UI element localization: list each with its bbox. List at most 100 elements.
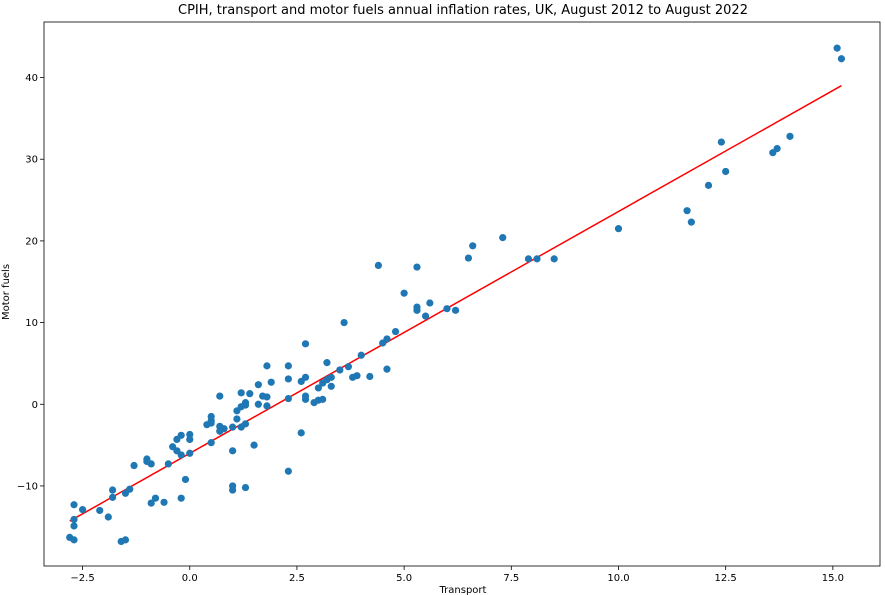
- data-point: [169, 443, 177, 451]
- y-axis-label: Motor fuels: [1, 264, 12, 320]
- data-point: [297, 429, 305, 437]
- data-point: [229, 423, 237, 431]
- data-point: [250, 441, 258, 449]
- data-point: [391, 327, 400, 336]
- y-tick-label: 0: [32, 400, 38, 411]
- data-point: [78, 506, 87, 514]
- data-point: [181, 475, 190, 484]
- regression-line: [69, 85, 842, 522]
- data-point: [383, 365, 391, 373]
- data-point: [186, 449, 194, 457]
- data-point: [259, 392, 267, 400]
- data-point: [426, 299, 434, 307]
- data-point: [284, 362, 292, 370]
- data-point: [70, 522, 78, 530]
- data-point: [717, 138, 725, 146]
- data-point: [301, 395, 310, 403]
- data-point: [108, 493, 117, 501]
- data-point: [421, 312, 430, 320]
- data-point: [722, 167, 730, 176]
- data-point: [263, 402, 271, 410]
- data-point: [70, 536, 78, 544]
- data-point: [229, 486, 237, 494]
- data-point: [451, 306, 460, 314]
- x-tick-label: 12.5: [715, 573, 737, 584]
- y-axis-ticks: −10 0 10 20 30 40: [17, 73, 44, 492]
- data-point: [254, 381, 262, 389]
- data-point: [254, 400, 262, 408]
- data-point: [301, 340, 310, 348]
- data-point: [336, 366, 344, 374]
- data-point: [237, 423, 245, 431]
- data-point: [284, 394, 292, 403]
- data-point: [769, 149, 777, 157]
- x-tick-label: 0.0: [182, 573, 198, 584]
- y-tick-label: 30: [25, 155, 38, 166]
- data-point: [533, 255, 541, 263]
- fit-line-layer: [69, 85, 842, 522]
- data-point: [379, 339, 387, 347]
- data-point: [683, 207, 691, 215]
- data-point: [524, 255, 533, 263]
- x-tick-label: 10.0: [607, 573, 629, 584]
- data-point: [207, 439, 215, 447]
- x-tick-label: 7.5: [503, 573, 519, 584]
- data-point: [687, 218, 695, 226]
- data-point: [349, 373, 357, 381]
- data-point: [263, 362, 271, 370]
- data-point: [464, 254, 473, 262]
- data-point: [108, 486, 117, 494]
- data-point: [104, 513, 112, 521]
- data-point: [237, 389, 245, 397]
- data-point: [469, 242, 477, 250]
- data-point: [121, 489, 130, 497]
- data-point: [117, 537, 125, 546]
- x-tick-label: −2.5: [70, 573, 94, 584]
- data-point: [837, 55, 846, 63]
- data-point: [233, 407, 241, 415]
- x-axis-label: Transport: [439, 585, 487, 595]
- data-point: [70, 501, 78, 509]
- data-point: [151, 494, 160, 502]
- data-point: [443, 305, 451, 313]
- data-point: [229, 447, 237, 455]
- y-tick-label: 20: [25, 236, 38, 247]
- data-point: [314, 384, 322, 392]
- chart-title: CPIH, transport and motor fuels annual i…: [178, 3, 748, 18]
- data-point: [70, 515, 78, 524]
- data-point: [160, 498, 168, 506]
- data-point: [357, 351, 365, 359]
- plot-frame: [43, 21, 881, 567]
- data-point: [704, 181, 713, 189]
- data-point: [413, 263, 421, 271]
- x-tick-label: 2.5: [289, 573, 305, 584]
- data-point: [550, 255, 558, 263]
- data-point: [499, 234, 507, 242]
- data-point: [216, 392, 224, 400]
- x-tick-label: 15.0: [822, 573, 844, 584]
- data-point: [246, 390, 254, 398]
- data-point: [284, 375, 292, 383]
- data-point: [177, 494, 185, 502]
- y-tick-label: 40: [25, 73, 38, 84]
- data-point: [340, 318, 348, 327]
- plot-area: [43, 21, 881, 567]
- data-point: [147, 499, 155, 507]
- data-point: [614, 225, 623, 233]
- data-point: [344, 363, 352, 371]
- data-point: [130, 461, 138, 470]
- data-point: [164, 460, 172, 468]
- data-point: [241, 483, 250, 492]
- data-point: [143, 457, 151, 466]
- data-point: [216, 427, 224, 435]
- data-point: [310, 399, 318, 407]
- y-tick-label: 10: [25, 318, 38, 329]
- data-point: [400, 289, 408, 297]
- y-tick-label: −10: [17, 481, 38, 492]
- data-point: [233, 415, 241, 423]
- data-point: [297, 377, 305, 385]
- x-axis-ticks: −2.5 0.0 2.5 5.0 7.5 10.0 12.5 15.0: [70, 566, 844, 584]
- data-point: [173, 435, 181, 443]
- data-point: [413, 306, 421, 314]
